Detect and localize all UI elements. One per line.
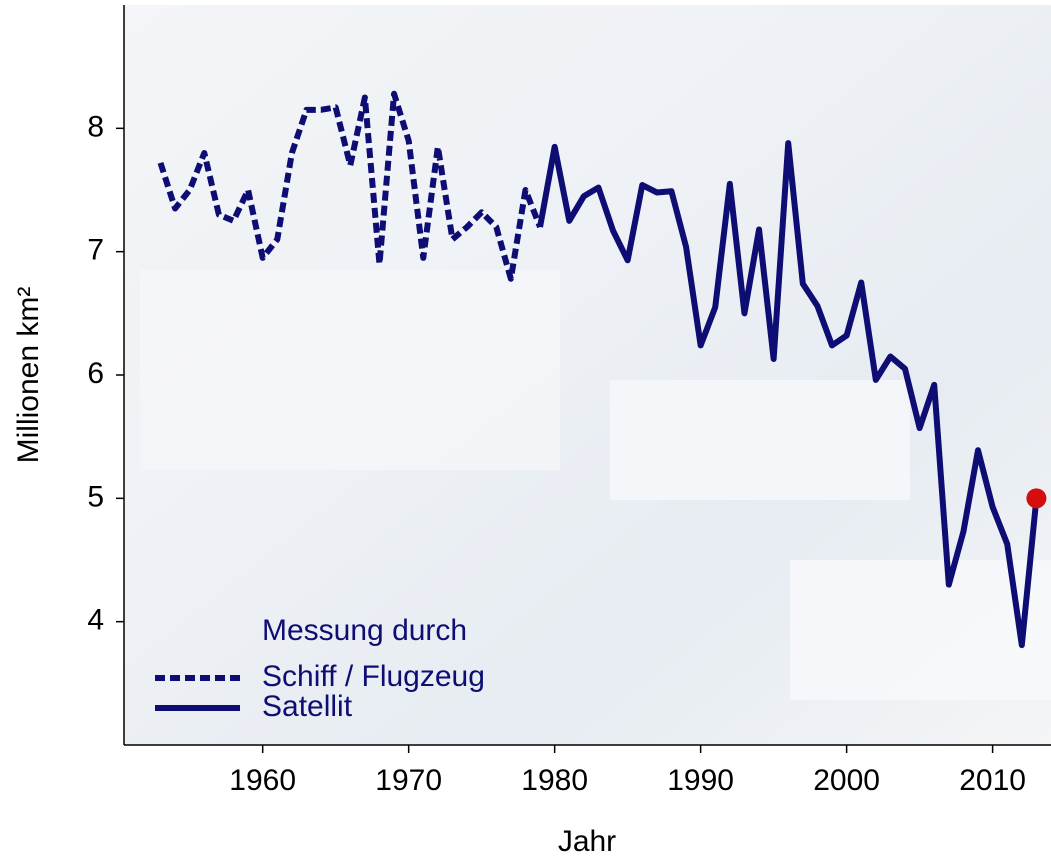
x-tick-label: 1960 (229, 764, 296, 797)
x-tick-label: 1970 (375, 764, 442, 797)
chart: Millionen km² Jahr Messung durch 4 5 6 7 8 19… (0, 0, 1051, 863)
ice-floe (610, 380, 910, 500)
x-tick-label: 1980 (521, 764, 588, 797)
y-tick-label: 7 (87, 234, 104, 267)
y-tick-label: 8 (87, 110, 104, 143)
y-tick-label: 5 (87, 480, 104, 513)
x-tick-label: 1990 (667, 764, 734, 797)
x-tick-label: 2010 (959, 764, 1026, 797)
y-axis-label: Millionen km² (12, 287, 45, 464)
ice-floe (140, 270, 560, 470)
legend-title: Messung durch (262, 614, 467, 647)
y-tick-label: 4 (87, 604, 104, 637)
x-axis-label: Jahr (558, 825, 616, 858)
highlight-point (1026, 488, 1046, 508)
legend-label: Satellit (262, 690, 353, 723)
y-tick-label: 6 (87, 357, 104, 390)
legend-label: Schiff / Flugzeug (262, 660, 485, 693)
x-tick-label: 2000 (813, 764, 880, 797)
